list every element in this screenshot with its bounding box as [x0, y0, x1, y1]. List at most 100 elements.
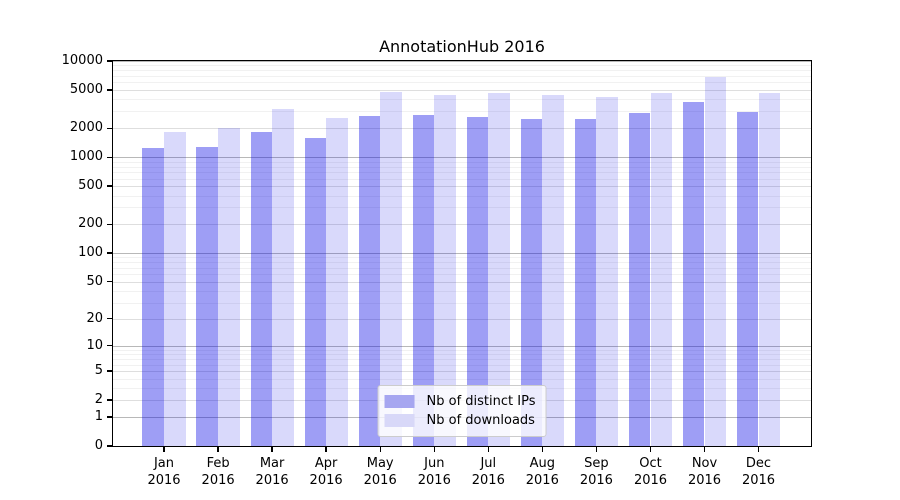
x-tick-label-jul: Jul 2016: [471, 456, 505, 488]
x-tick-label-dec: Dec 2016: [741, 456, 776, 488]
bar-downloads-feb: [218, 127, 240, 446]
y-tickmark: [107, 345, 112, 347]
y-tickmark: [107, 416, 112, 418]
y-tick-label: 10000: [61, 53, 103, 68]
bar-downloads-oct: [650, 93, 673, 446]
gridline-major: [113, 61, 811, 62]
gridline-minor: [113, 267, 811, 269]
bar-distinct-ips-mar: [250, 131, 273, 446]
y-tick-label: 1000: [69, 149, 103, 165]
y-tickmark: [107, 156, 112, 158]
x-tickmark: [487, 447, 489, 452]
x-tick-label-apr: Apr 2016: [309, 456, 343, 488]
y-tickmark: [107, 445, 112, 447]
gridline-minor: [113, 207, 811, 209]
legend-row: Nb of distinct IPs: [384, 392, 536, 411]
gridline-minor: [113, 354, 811, 356]
gridline-minor: [113, 172, 811, 174]
bar-distinct-ips-jun: [412, 115, 435, 446]
x-tickmark: [325, 447, 327, 452]
legend: Nb of distinct IPs Nb of downloads: [377, 385, 547, 437]
gridline-major: [113, 90, 811, 91]
x-tickmark: [379, 447, 381, 452]
gridline-minor: [113, 111, 811, 113]
gridline-minor: [113, 274, 811, 276]
legend-swatch-distinct-ips: [384, 395, 415, 408]
y-tick-label: 20: [86, 310, 103, 326]
x-tick-label-may: May 2016: [363, 456, 397, 488]
bar-downloads-may: [380, 92, 402, 446]
gridline-major: [113, 318, 811, 320]
y-tick-label: 0: [94, 438, 103, 453]
y-tick-label: 50: [86, 273, 103, 289]
bar-distinct-ips-jan: [142, 147, 164, 446]
y-tickmark: [107, 185, 112, 187]
bar-downloads-dec: [758, 93, 781, 446]
y-tick-label: 100: [78, 245, 103, 261]
bar-downloads-mar: [272, 109, 294, 446]
bar-distinct-ips-apr: [304, 138, 327, 446]
gridline-minor: [113, 349, 811, 351]
y-tick-label: 2: [94, 392, 103, 408]
gridline-minor: [113, 302, 811, 304]
y-tickmark: [107, 60, 112, 62]
legend-swatch-downloads: [384, 414, 415, 427]
bar-distinct-ips-dec: [736, 111, 759, 446]
legend-label: Nb of downloads: [426, 413, 535, 428]
y-tickmark: [107, 252, 112, 254]
gridline-major: [113, 371, 811, 373]
bar-downloads-nov: [704, 77, 727, 446]
x-tickmark: [541, 447, 543, 452]
x-tickmark: [703, 447, 706, 452]
gridline-minor: [113, 262, 811, 264]
x-tick-label-jan: Jan 2016: [147, 456, 181, 488]
y-tickmark: [107, 89, 112, 91]
y-tick-label: 500: [78, 178, 103, 194]
y-tick-label: 5000: [69, 82, 103, 97]
y-tick-label: 10: [86, 337, 103, 353]
gridline-minor: [113, 166, 811, 168]
legend-row: Nb of downloads: [384, 411, 536, 430]
gridline-minor: [113, 257, 811, 259]
gridline-minor: [113, 65, 811, 67]
bar-downloads-apr: [326, 117, 348, 446]
gridline-major: [113, 157, 811, 159]
gridline-major: [113, 186, 811, 188]
x-tickmark: [649, 447, 652, 452]
gridline-minor: [113, 195, 811, 197]
bar-distinct-ips-sep: [574, 119, 597, 446]
gridline-minor: [113, 70, 811, 72]
x-tickmark: [595, 447, 598, 452]
x-tick-label-feb: Feb 2016: [201, 456, 235, 488]
gridline-minor: [113, 178, 811, 180]
gridline-minor: [113, 99, 811, 101]
y-tickmark: [107, 370, 112, 372]
y-tick-label: 1: [94, 409, 103, 424]
gridline-minor: [113, 359, 811, 361]
x-tick-label-mar: Mar 2016: [255, 456, 289, 488]
gridline-major: [113, 253, 811, 255]
bar-distinct-ips-feb: [196, 147, 218, 446]
x-tick-label-oct: Oct 2016: [633, 456, 668, 488]
legend-label: Nb of distinct IPs: [426, 394, 536, 409]
x-tickmark: [433, 447, 435, 452]
y-tick-label: 200: [78, 216, 103, 232]
bar-distinct-ips-nov: [682, 101, 705, 446]
bar-downloads-jun: [434, 94, 456, 446]
x-tickmark: [217, 447, 219, 452]
x-tick-label-nov: Nov 2016: [687, 456, 722, 488]
x-tickmark: [163, 447, 165, 452]
x-tick-label-jun: Jun 2016: [417, 456, 451, 488]
bar-downloads-sep: [596, 97, 618, 446]
x-tick-label-sep: Sep 2016: [579, 456, 613, 488]
y-tickmark: [107, 223, 112, 225]
bar-distinct-ips-may: [358, 116, 381, 446]
y-tick-label: 2000: [69, 120, 103, 136]
bar-downloads-aug: [542, 95, 564, 446]
y-tickmark: [107, 280, 112, 283]
bar-distinct-ips-aug: [520, 118, 543, 446]
gridline-minor: [113, 82, 811, 84]
x-tickmark: [271, 447, 273, 452]
x-tick-label-aug: Aug 2016: [525, 456, 559, 488]
